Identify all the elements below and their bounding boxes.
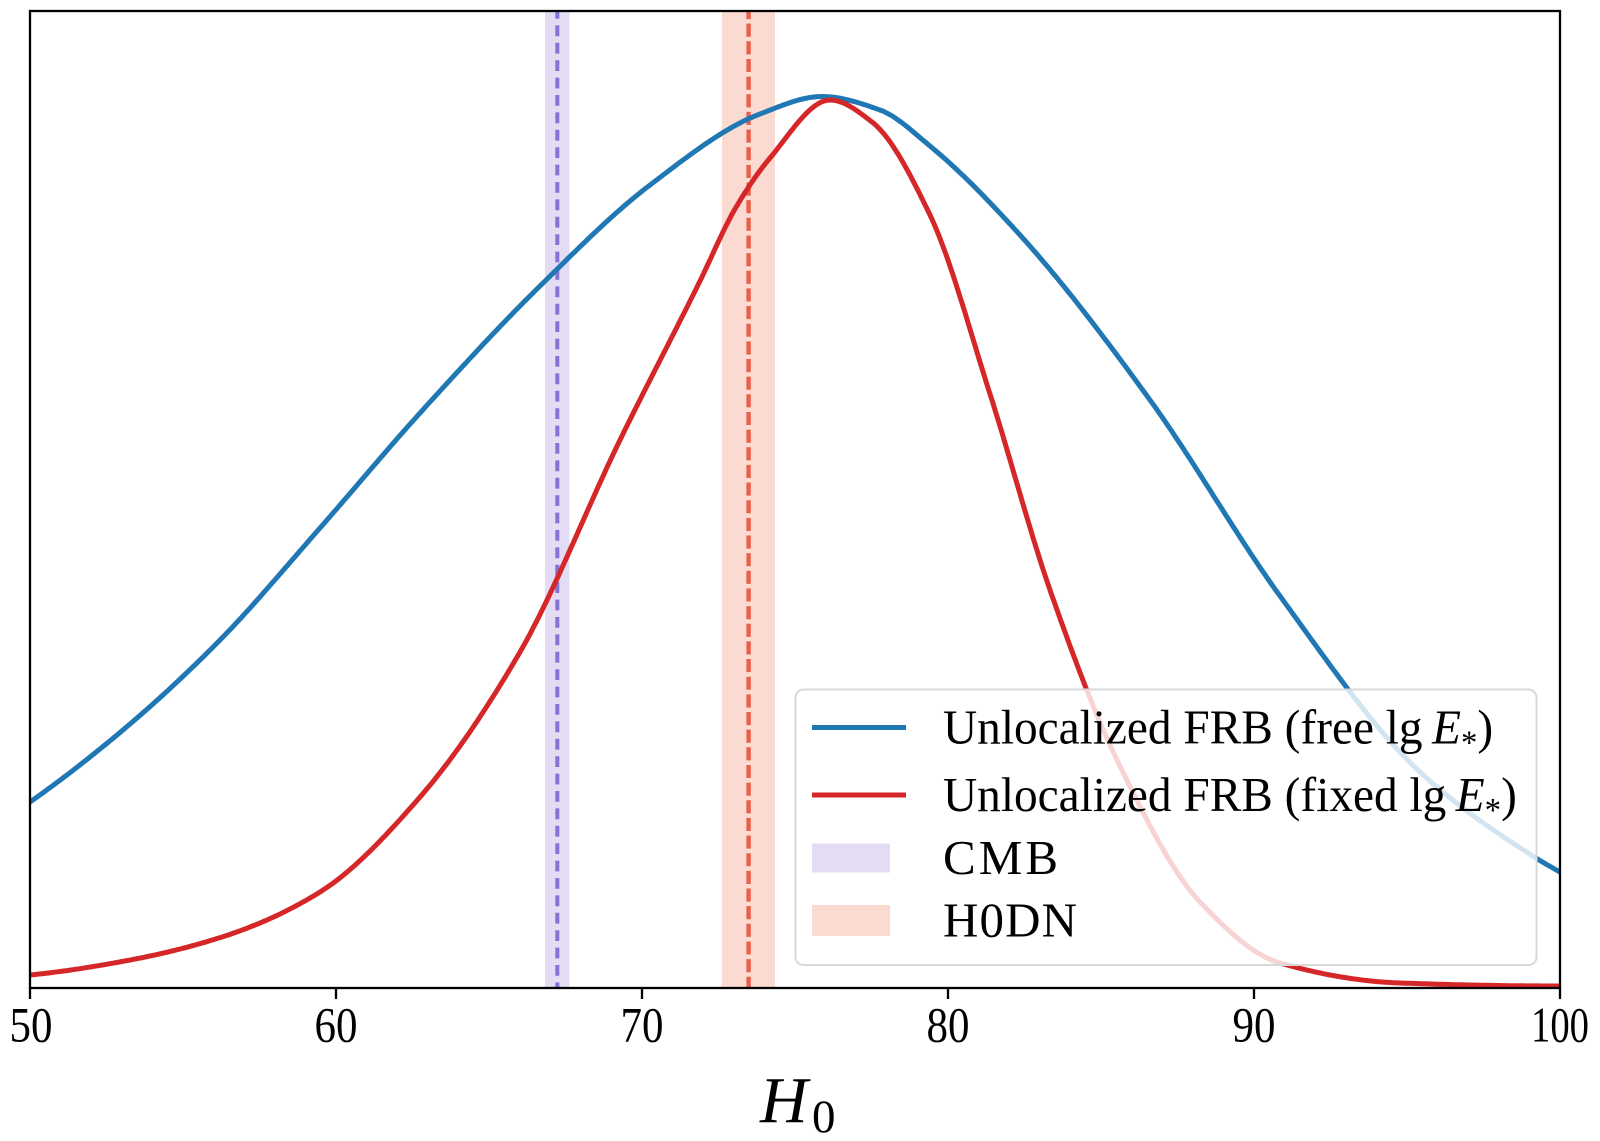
svg-text:Unlocalized FRB (free lg E*): Unlocalized FRB (free lg E*) (943, 701, 1493, 762)
svg-text:CMB: CMB (943, 830, 1058, 885)
svg-text:100: 100 (1531, 997, 1589, 1053)
svg-text:90: 90 (1233, 997, 1276, 1053)
svg-text:0: 0 (812, 1091, 836, 1141)
svg-text:H0DN: H0DN (943, 893, 1077, 948)
svg-text:70: 70 (621, 997, 664, 1053)
svg-text:50: 50 (10, 997, 53, 1053)
svg-text:H: H (759, 1064, 811, 1137)
svg-text:80: 80 (927, 997, 970, 1053)
svg-text:Unlocalized FRB (fixed lg E*): Unlocalized FRB (fixed lg E*) (943, 768, 1517, 829)
svg-text:60: 60 (315, 997, 358, 1053)
